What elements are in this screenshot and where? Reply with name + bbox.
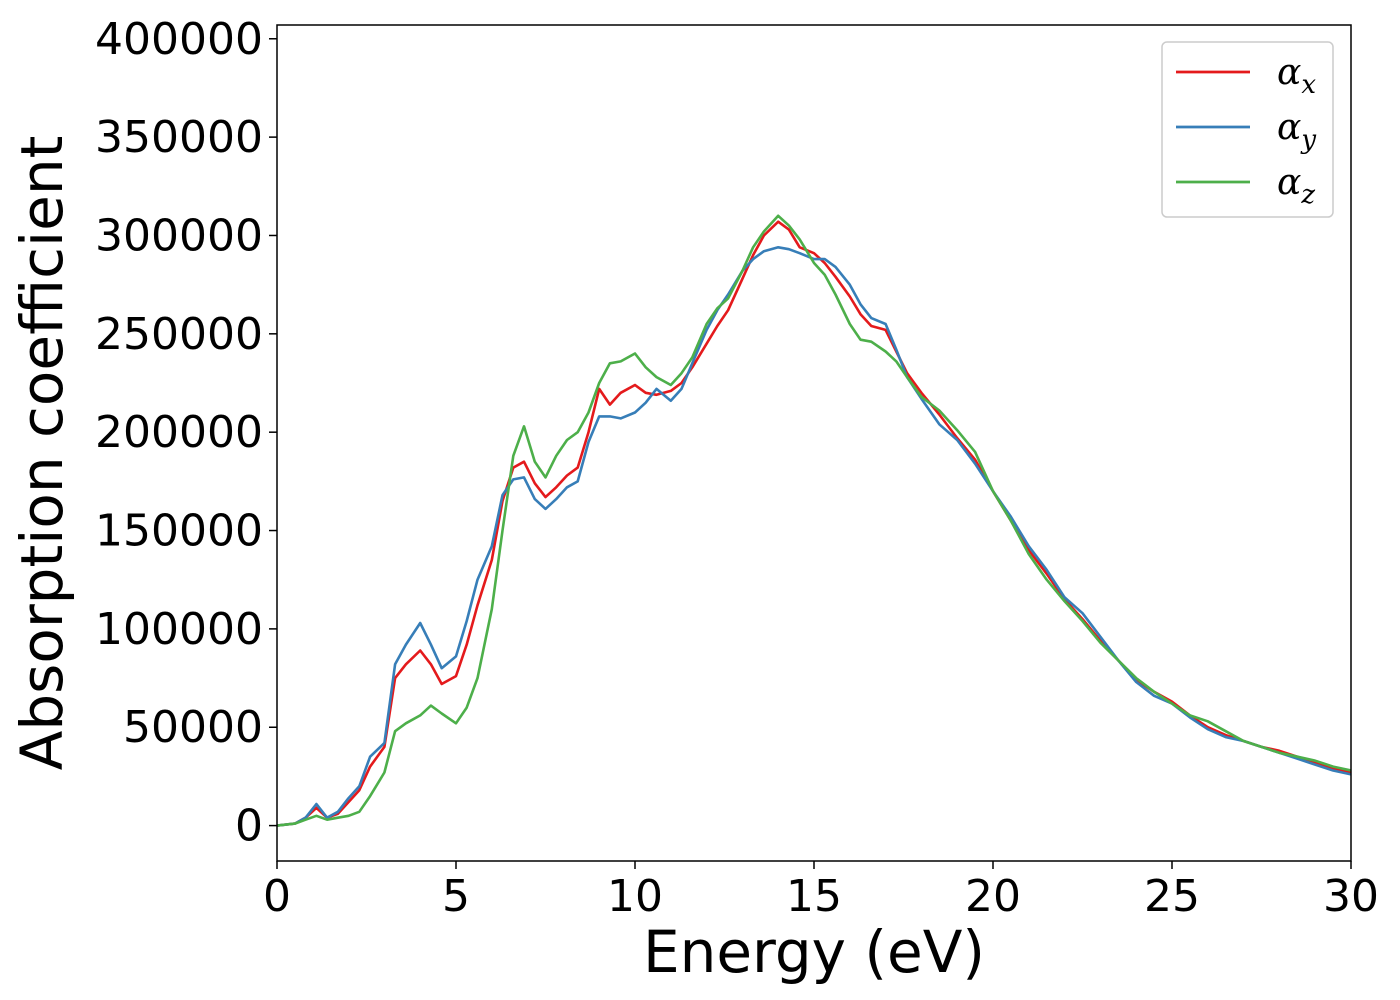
series-line-z [277, 214, 1351, 827]
legend-symbol: α [1277, 107, 1301, 148]
x-tick-label: 20 [965, 871, 1021, 922]
x-tick-label: 10 [607, 871, 663, 922]
y-tick-label: 0 [235, 801, 263, 852]
legend-subscript: y [1300, 125, 1316, 155]
y-tick-label: 50000 [123, 702, 263, 753]
legend-label-y: αy [1277, 107, 1316, 155]
x-tick-label: 5 [442, 871, 470, 922]
series-line-y [277, 246, 1351, 827]
y-axis-title: Absorption coefficient [8, 136, 76, 771]
y-tick-label: 350000 [95, 112, 263, 163]
x-tick-label: 30 [1323, 871, 1379, 922]
x-axis-title: Energy (eV) [643, 918, 985, 986]
y-tick-label: 150000 [95, 506, 263, 557]
y-tick-label: 100000 [95, 604, 263, 655]
series-line-x [277, 220, 1351, 827]
x-axis: 0 5 10 15 20 25 30 [263, 861, 1379, 922]
y-tick-label: 300000 [95, 210, 263, 261]
y-tick-label: 250000 [95, 309, 263, 360]
x-tick-label: 0 [263, 871, 291, 922]
legend-label-x: αx [1277, 52, 1316, 100]
y-axis: 0 50000 100000 150000 200000 250000 300000 3500… [95, 14, 277, 852]
x-tick-label: 25 [1144, 871, 1200, 922]
y-tick-label: 400000 [95, 14, 263, 65]
legend-subscript: x [1301, 70, 1316, 100]
legend-frame [1161, 41, 1334, 218]
legend-symbol: α [1277, 52, 1301, 93]
series-layer [277, 214, 1351, 827]
legend-label-z: αz [1277, 162, 1315, 210]
legend-symbol: α [1277, 162, 1301, 203]
x-tick-label: 15 [786, 871, 842, 922]
legend-subscript: z [1300, 180, 1315, 210]
y-tick-label: 200000 [95, 407, 263, 458]
